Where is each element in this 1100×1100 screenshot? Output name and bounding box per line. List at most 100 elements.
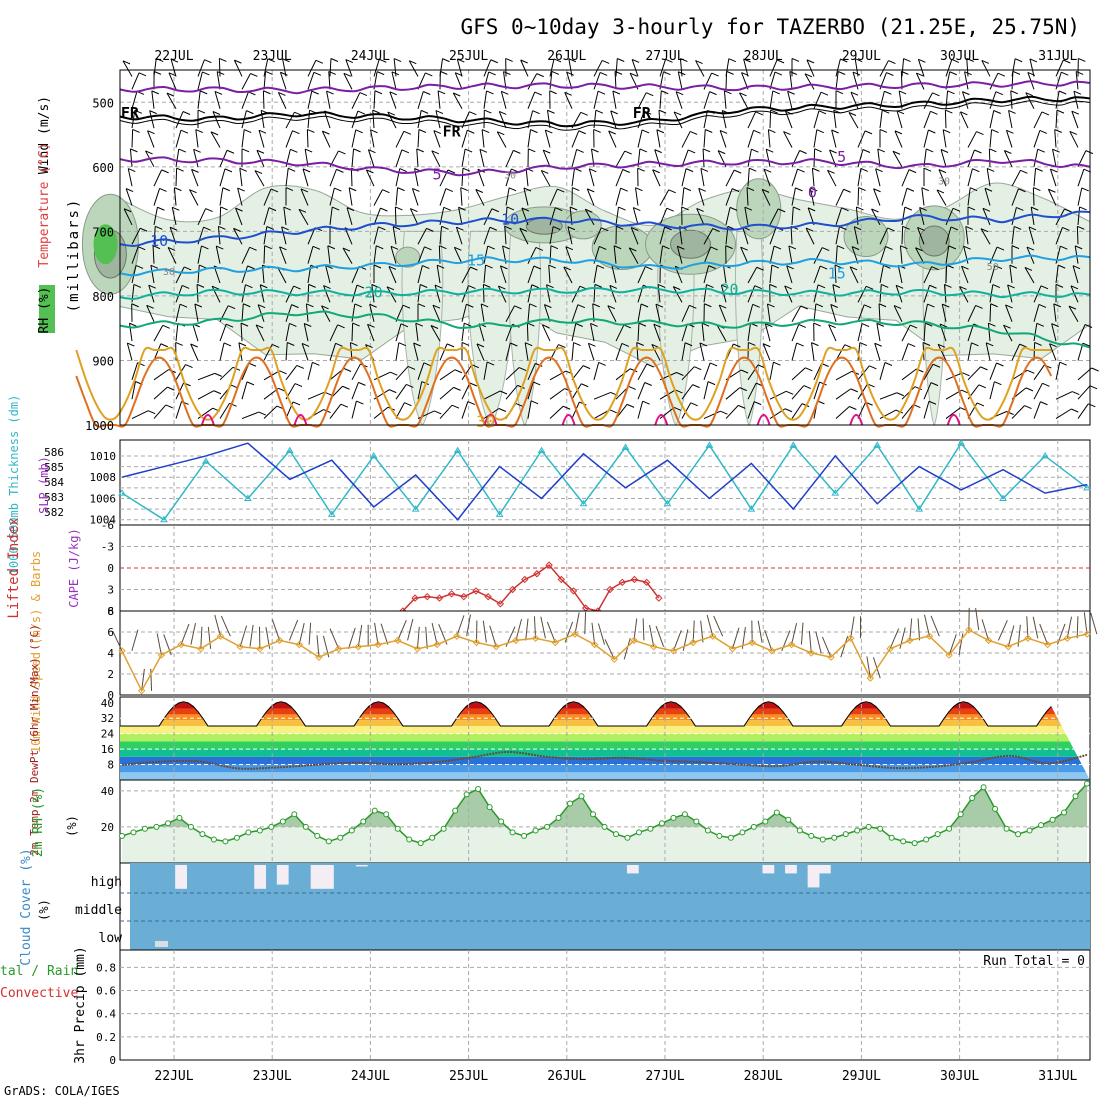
wind-barb-staff: [233, 228, 243, 245]
wind-barb-flag: [696, 208, 704, 212]
wind-barb-flag: [811, 342, 819, 347]
wind-barb-staff: [1053, 303, 1057, 322]
cloud-level-label: high: [91, 875, 122, 890]
wind-barb-staff: [565, 246, 573, 264]
wind-barb-staff: [584, 208, 595, 226]
wind-barb-flag: [152, 245, 161, 250]
wind-barb-flag: [1049, 343, 1057, 348]
wind-barb-flag: [906, 187, 915, 192]
wind-barb-staff: [1033, 111, 1043, 129]
wind10m-speed-marker: [413, 645, 422, 653]
wind-barb-staff: [615, 207, 620, 225]
wind-barb-staff: [901, 207, 906, 225]
wind-barb-staff: [659, 59, 667, 77]
wind-barb-flag: [475, 189, 484, 193]
wind-barb-flag: [382, 189, 390, 194]
wind-barb-flag: [287, 167, 296, 172]
wind-barb-staff: [901, 58, 905, 77]
wind-barb-flag: [597, 90, 606, 95]
wind-barb-flag: [292, 130, 300, 135]
wind10m-barb: [948, 634, 957, 656]
wind-barb-flag: [315, 59, 324, 64]
wind-barb-flag: [864, 130, 873, 135]
wind-barb-flag: [1033, 187, 1041, 192]
wind-barb-flag: [388, 265, 397, 270]
wind-barb-flag: [529, 303, 537, 308]
wind-barb-flag: [366, 169, 374, 174]
wind-barb-staff: [546, 284, 551, 303]
wind-barb-staff: [439, 386, 454, 400]
wind10m-tick-label: 4: [107, 647, 114, 660]
wind-barb-flag: [467, 401, 476, 405]
wind-barb-staff: [1055, 59, 1064, 77]
wind-barb-flag: [598, 361, 606, 366]
wind-barb-flag: [340, 403, 349, 408]
wind-barb-flag: [300, 188, 309, 193]
thickness-line-marker: [243, 494, 252, 501]
wind-barb-staff: [1011, 188, 1019, 206]
wind-barb-staff: [917, 59, 925, 77]
wind-barb-flag: [191, 168, 199, 173]
wind-barb-staff: [327, 245, 331, 264]
rh2m-marker: [532, 827, 539, 834]
wind-barb-staff: [1028, 226, 1035, 245]
wind-barb-staff: [899, 245, 903, 264]
wind-barb-flag: [225, 323, 234, 328]
wind-barb-staff: [241, 129, 245, 148]
wind-barb-staff: [879, 265, 884, 284]
wind-barb-flag: [942, 303, 950, 308]
pressure-tick-label: 1000: [85, 419, 114, 433]
wind10m-barb: [271, 619, 281, 641]
wind-barb-staff: [505, 385, 518, 400]
wind-barb-staff: [1033, 401, 1041, 419]
li-grid: [120, 525, 1090, 611]
wind-barb-staff: [791, 385, 805, 400]
wind-barb-staff: [788, 245, 793, 264]
wind-barb-flag: [932, 363, 941, 368]
wind-barb-flag: [1024, 405, 1032, 410]
wind-barb-flag: [907, 343, 916, 347]
wind-barb-flag: [487, 245, 495, 250]
wind-barb-flag: [654, 149, 662, 154]
wind-barb-staff: [147, 130, 155, 148]
wind-barb-staff: [766, 303, 771, 322]
wind-barb-staff: [153, 169, 163, 187]
wind-barb-staff: [190, 343, 199, 361]
wind-barb-flag: [370, 129, 378, 134]
wind10m-barb: [200, 626, 203, 649]
wind-barb-staff: [989, 303, 992, 322]
wind-barb-flag: [653, 323, 662, 328]
wind-barb-staff: [769, 390, 787, 400]
wind-barb-staff: [281, 226, 287, 245]
wind-barb-staff: [700, 168, 705, 187]
contour-label: 5: [837, 148, 846, 166]
wind-barb-staff: [371, 284, 375, 303]
wind-barb-staff: [131, 72, 140, 90]
wind-barb-flag: [996, 362, 1004, 367]
wind-barb-flag: [800, 305, 808, 310]
temp-band: [120, 764, 1090, 773]
wind-barb-flag: [199, 90, 208, 95]
wind-barb-flag: [965, 225, 974, 230]
wind-barb-flag: [270, 188, 279, 193]
wind-barb-staff: [351, 284, 358, 303]
wind-barb-flag: [219, 58, 227, 62]
lifted-index-line-marker: [435, 594, 444, 602]
wind-barb-flag: [814, 148, 822, 153]
wind10m-barb: [958, 633, 964, 656]
wind-barb-staff: [813, 303, 817, 322]
wind-barb-staff: [129, 148, 133, 167]
run-total: Run Total = 0: [983, 954, 1085, 969]
wind-barb-staff: [219, 206, 222, 225]
bottom-date-labels: 22JUL 23JUL 24JUL 25JUL 26JUL 27JUL 28JUL 29JUL…: [154, 1069, 1077, 1084]
wind-barb-flag: [130, 148, 138, 153]
wind-barb-staff: [747, 111, 757, 129]
wind10m-speed-marker: [965, 626, 973, 634]
wind-barb-staff: [373, 189, 383, 206]
isotherm-20C: [119, 285, 1091, 300]
wind-barb-staff: [1008, 110, 1013, 129]
wind-barb-staff: [725, 188, 733, 206]
wind-barb-staff: [520, 59, 529, 77]
wind-barb-flag: [1056, 109, 1065, 114]
